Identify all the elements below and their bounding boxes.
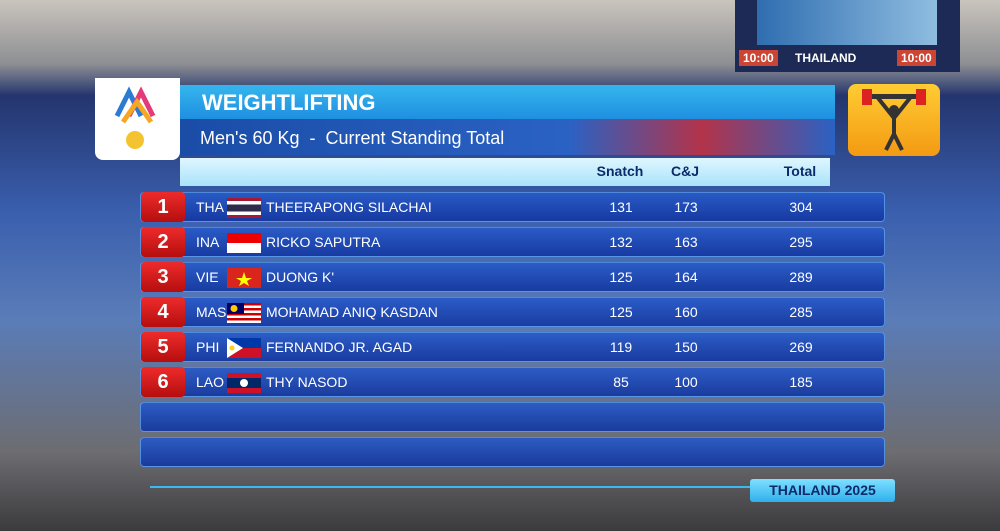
header-row [180, 158, 830, 186]
athlete-name: THEERAPONG SILACHAI [266, 199, 432, 215]
flag [227, 233, 261, 253]
standing-row: 1 THA THEERAPONG SILACHAI 131 173 304 [140, 192, 885, 222]
clock: 10:00 [739, 50, 778, 66]
clock: 10:00 [897, 50, 936, 66]
flag [227, 198, 261, 218]
icon-art [862, 89, 926, 151]
logo [95, 78, 180, 160]
column-header: C&J [670, 163, 699, 179]
sport-icon [848, 84, 940, 156]
country-code: PHI [196, 339, 220, 355]
country-code: INA [196, 234, 220, 250]
flag [227, 268, 261, 288]
cj: 163 [674, 234, 698, 250]
flag [227, 303, 261, 323]
athlete-name: FERNANDO JR. AGAD [266, 339, 413, 355]
rank: 4 [141, 297, 185, 327]
athlete-name: RICKO SAPUTRA [266, 234, 381, 250]
snatch: 132 [609, 234, 633, 250]
snatch: 131 [609, 199, 633, 215]
empty-row [140, 402, 885, 432]
standing-row: 4 MAS MOHAMAD ANIQ KASDAN 125 160 285 [140, 297, 885, 327]
screen [757, 0, 937, 45]
subtitle: Men's 60 Kg - Current Standing Total [200, 128, 505, 148]
total: 269 [789, 339, 813, 355]
country-code: VIE [196, 269, 219, 285]
country-code: LAO [196, 374, 225, 390]
total: 285 [789, 304, 813, 320]
column-header: Total [783, 163, 817, 179]
scoreboard: 10:00 THAILAND 10:00 [735, 0, 960, 72]
snatch: 85 [613, 374, 629, 390]
athlete-name: MOHAMAD ANIQ KASDAN [266, 304, 438, 320]
snatch: 119 [609, 339, 633, 355]
cj: 160 [674, 304, 698, 320]
total: 185 [789, 374, 813, 390]
rank: 2 [141, 227, 185, 257]
rank: 6 [141, 367, 185, 397]
footer-tag: THAILAND 2025 [750, 479, 895, 502]
column-header: Snatch [596, 163, 644, 179]
cj: 164 [674, 269, 698, 285]
subtitle-bar [170, 119, 835, 155]
cj: 100 [674, 374, 698, 390]
footer-line [150, 486, 750, 488]
flag [227, 373, 261, 393]
logo-art [114, 86, 156, 149]
flag [227, 338, 261, 358]
athlete-name: THY NASOD [266, 374, 348, 390]
country-code: THA [196, 199, 224, 215]
standing-row: 5 PHI FERNANDO JR. AGAD 119 150 269 [140, 332, 885, 362]
title: WEIGHTLIFTING [202, 90, 376, 115]
brand: THAILAND [795, 51, 857, 65]
total: 295 [789, 234, 813, 250]
rank: 5 [141, 332, 185, 362]
total: 304 [789, 199, 813, 215]
athlete-name: DUONG K' [266, 269, 335, 285]
standing-row: 6 LAO THY NASOD 85 100 185 [140, 367, 885, 397]
empty-row [140, 437, 885, 467]
snatch: 125 [609, 269, 633, 285]
cj: 173 [674, 199, 698, 215]
standing-row: 2 INA RICKO SAPUTRA 132 163 295 [140, 227, 885, 257]
rank: 3 [141, 262, 185, 292]
title-bar [170, 85, 835, 119]
country-code: MAS [196, 304, 227, 320]
cj: 150 [674, 339, 698, 355]
rank: 1 [141, 192, 185, 222]
standing-row: 3 VIE DUONG K' 125 164 289 [140, 262, 885, 292]
total: 289 [789, 269, 813, 285]
snatch: 125 [609, 304, 633, 320]
